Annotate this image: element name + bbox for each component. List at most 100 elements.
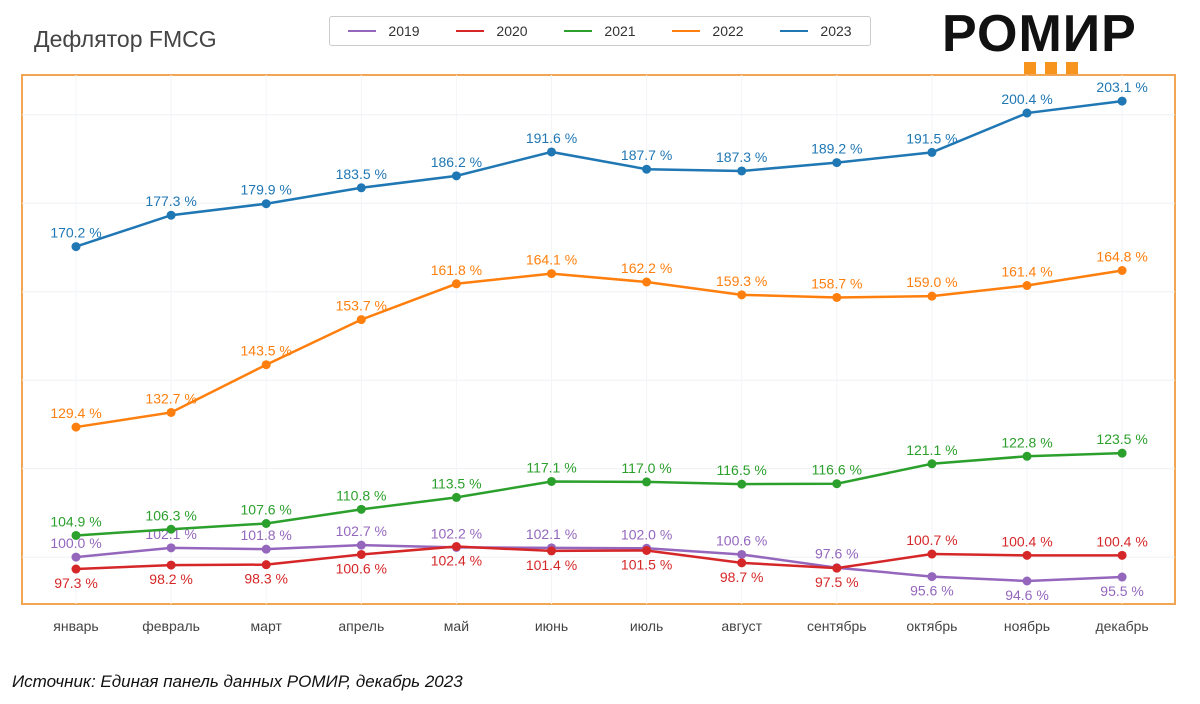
data-label-2023: 183.5 % <box>336 166 387 182</box>
legend-swatch <box>672 30 701 32</box>
data-point-2022 <box>451 279 461 289</box>
x-tick-label: май <box>444 618 469 634</box>
data-label-2022: 158.7 % <box>811 275 862 291</box>
data-label-2019: 100.6 % <box>716 532 767 548</box>
data-label-2021: 106.3 % <box>145 507 196 523</box>
data-point-2023 <box>547 147 556 157</box>
data-point-2020 <box>166 560 176 570</box>
data-label-2022: 164.1 % <box>526 252 577 268</box>
data-point-2020 <box>927 549 937 559</box>
x-tick-label: август <box>721 618 762 634</box>
data-label-2021: 116.5 % <box>717 462 767 478</box>
data-point-2022 <box>832 292 842 302</box>
data-label-2023: 187.7 % <box>621 147 672 163</box>
legend-swatch <box>564 30 593 32</box>
data-point-2021 <box>166 524 176 534</box>
data-label-2019: 101.8 % <box>241 527 292 543</box>
data-point-2020 <box>642 545 652 555</box>
data-point-2021 <box>261 519 271 528</box>
data-label-2020: 101.5 % <box>621 556 672 572</box>
data-label-2023: 191.6 % <box>526 130 577 146</box>
data-point-2021 <box>356 504 366 514</box>
data-label-2019: 102.1 % <box>526 526 577 542</box>
data-label-2022: 132.7 % <box>145 390 196 406</box>
data-point-2021 <box>737 479 747 489</box>
legend-item-2023: 2023 <box>780 23 852 39</box>
x-tick-label: июль <box>630 618 663 634</box>
data-point-2022 <box>356 315 366 325</box>
data-point-2021 <box>832 479 842 489</box>
data-label-2022: 161.4 % <box>1001 264 1052 280</box>
series-line-2022 <box>75 269 1123 429</box>
data-label-2022: 159.3 % <box>716 273 767 289</box>
data-label-2022: 161.8 % <box>431 262 482 278</box>
data-label-2019: 94.6 % <box>1005 587 1049 603</box>
data-point-2021 <box>451 492 461 502</box>
data-point-2020 <box>1117 550 1127 560</box>
legend-label: 2023 <box>820 23 852 39</box>
data-label-2020: 100.4 % <box>1001 533 1052 549</box>
logo-square <box>1045 62 1057 74</box>
data-point-2021 <box>547 476 556 486</box>
data-point-2020 <box>261 560 271 570</box>
data-point-2023 <box>927 147 937 157</box>
data-point-2020 <box>356 549 366 559</box>
data-label-2019: 95.6 % <box>910 583 954 599</box>
x-tick-label: ноябрь <box>1004 618 1050 634</box>
data-point-2020 <box>71 564 81 574</box>
data-label-2022: 159.0 % <box>906 274 957 290</box>
data-label-2023: 200.4 % <box>1001 91 1052 107</box>
legend-swatch <box>780 30 809 32</box>
data-label-2020: 97.5 % <box>815 574 859 590</box>
series-line-2021 <box>75 451 1123 537</box>
data-point-2022 <box>1022 281 1032 291</box>
data-label-2020: 101.4 % <box>526 557 577 573</box>
data-point-2023 <box>1117 96 1127 106</box>
data-label-2019: 97.6 % <box>815 546 859 562</box>
data-label-2021: 122.8 % <box>1001 434 1052 450</box>
logo-square <box>1024 62 1036 74</box>
series-line-2019 <box>75 543 1123 583</box>
data-label-2023: 177.3 % <box>145 193 196 209</box>
data-point-2021 <box>927 459 937 469</box>
data-label-2021: 123.5 % <box>1096 431 1147 447</box>
logo-square <box>1066 62 1078 74</box>
x-tick-label: апрель <box>338 618 384 634</box>
data-point-2021 <box>1022 451 1032 461</box>
x-tick-label: октябрь <box>906 618 957 634</box>
data-point-2023 <box>642 164 652 174</box>
legend-item-2020: 2020 <box>456 23 528 39</box>
data-label-2020: 97.3 % <box>54 575 98 591</box>
plot-frame <box>21 74 1176 605</box>
data-label-2023: 187.3 % <box>716 149 767 165</box>
data-label-2021: 107.6 % <box>241 502 292 518</box>
logo-text: РОМИР <box>942 5 1137 63</box>
data-point-2020 <box>547 546 556 556</box>
data-label-2023: 203.1 % <box>1096 79 1147 95</box>
data-point-2022 <box>927 291 937 301</box>
data-point-2019 <box>261 544 271 554</box>
data-label-2020: 100.7 % <box>906 532 957 548</box>
data-point-2022 <box>166 407 176 417</box>
data-label-2021: 121.1 % <box>906 442 957 458</box>
data-label-2023: 186.2 % <box>431 154 482 170</box>
data-point-2023 <box>451 171 461 181</box>
data-label-2020: 100.6 % <box>336 560 387 576</box>
legend-item-2021: 2021 <box>564 23 636 39</box>
data-label-2020: 98.7 % <box>720 569 764 585</box>
data-label-2019: 100.0 % <box>50 535 101 551</box>
data-label-2021: 113.5 % <box>431 475 481 491</box>
chart-legend: 2019 2020 2021 2022 2023 <box>329 16 871 46</box>
data-label-2022: 143.5 % <box>241 343 292 359</box>
data-point-2020 <box>451 542 461 551</box>
data-point-2023 <box>832 158 842 168</box>
x-tick-label: декабрь <box>1095 618 1148 634</box>
data-point-2023 <box>1022 108 1032 118</box>
data-point-2019 <box>1022 576 1032 586</box>
data-label-2021: 110.8 % <box>336 487 386 503</box>
x-tick-label: июнь <box>535 618 568 634</box>
x-tick-label: январь <box>53 618 98 634</box>
data-label-2021: 117.1 % <box>526 459 576 475</box>
x-tick-label: март <box>251 618 283 634</box>
series-line-2020 <box>75 545 1123 571</box>
